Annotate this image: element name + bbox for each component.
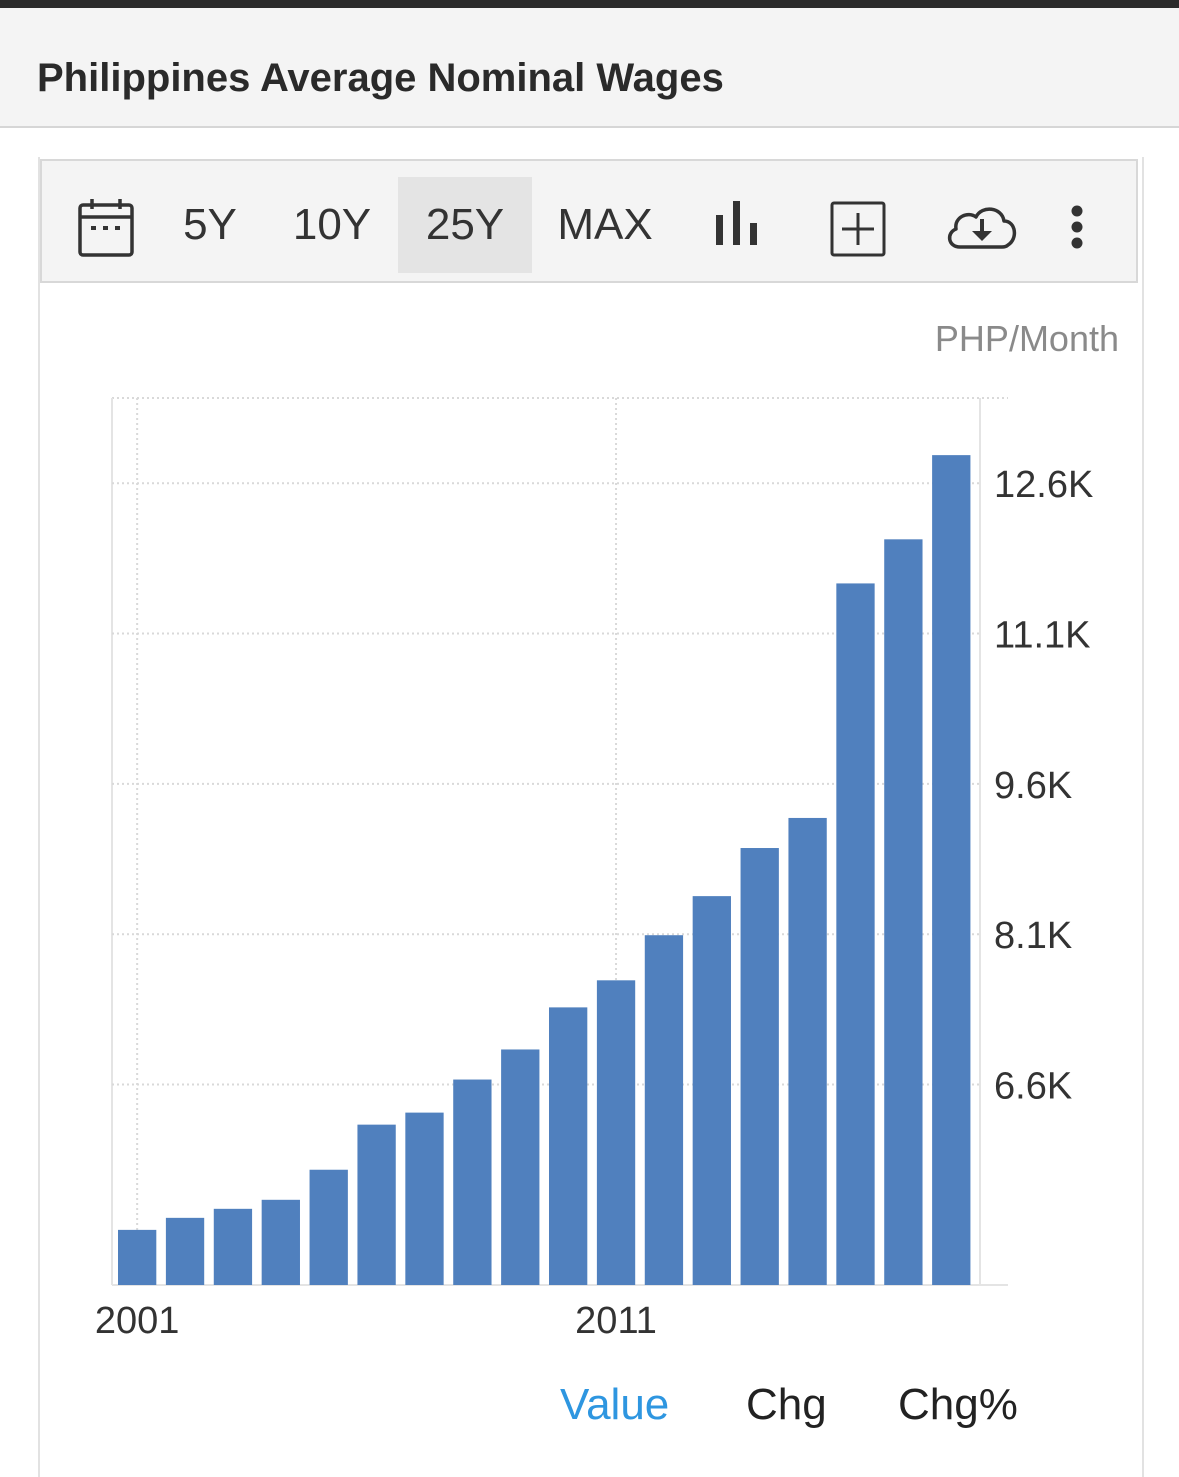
range-25y-button[interactable]: 25Y bbox=[398, 177, 532, 273]
bar-2009 bbox=[501, 1049, 540, 1285]
bar-2016 bbox=[836, 583, 875, 1285]
bar-2011 bbox=[596, 980, 636, 1285]
bar-2007 bbox=[405, 1112, 444, 1285]
bar-2002 bbox=[165, 1217, 205, 1285]
y-tick-label: 9.6K bbox=[994, 765, 1072, 807]
range-5y-button[interactable]: 5Y bbox=[183, 200, 237, 249]
unit-label: PHP/Month bbox=[934, 318, 1119, 359]
bar-2017 bbox=[884, 539, 923, 1285]
chart-toolbar: 5Y 10Y 25Y MAX bbox=[40, 159, 1138, 283]
bar-2005 bbox=[309, 1169, 348, 1285]
plus-box-icon[interactable] bbox=[830, 201, 886, 257]
bar-2010 bbox=[549, 1007, 588, 1285]
calendar-icon[interactable] bbox=[78, 197, 134, 257]
x-tick-label: 2001 bbox=[95, 1300, 180, 1342]
bar-2014 bbox=[740, 848, 779, 1285]
top-bar bbox=[0, 0, 1179, 8]
tab-chg-percent[interactable]: Chg% bbox=[898, 1380, 1018, 1429]
bar-chart-icon[interactable] bbox=[714, 199, 762, 247]
y-tick-label: 6.6K bbox=[994, 1066, 1072, 1108]
y-tick-label: 12.6K bbox=[994, 464, 1093, 506]
bar-2013 bbox=[692, 896, 731, 1285]
bar-2003 bbox=[213, 1208, 253, 1285]
x-tick-label: 2011 bbox=[575, 1300, 657, 1342]
page-title: Philippines Average Nominal Wages bbox=[37, 56, 724, 100]
bar-2001 bbox=[118, 1229, 157, 1285]
tab-chg[interactable]: Chg bbox=[746, 1380, 827, 1429]
tab-value[interactable]: Value bbox=[560, 1380, 670, 1429]
bar-2004 bbox=[261, 1199, 300, 1285]
bar-2012 bbox=[644, 935, 684, 1285]
range-max-button[interactable]: MAX bbox=[557, 200, 653, 249]
bar-2015 bbox=[788, 817, 827, 1285]
range-10y-button[interactable]: 10Y bbox=[292, 200, 372, 249]
bar-2006 bbox=[357, 1124, 396, 1285]
y-tick-label: 11.1K bbox=[994, 615, 1090, 657]
bar-2018 bbox=[932, 455, 971, 1286]
y-tick-label: 8.1K bbox=[994, 915, 1072, 957]
bar-2008 bbox=[453, 1079, 492, 1285]
vertical-dots-icon[interactable] bbox=[1070, 205, 1084, 249]
cloud-download-icon[interactable] bbox=[944, 201, 1020, 251]
page-header: Philippines Average Nominal Wages bbox=[0, 8, 1179, 128]
